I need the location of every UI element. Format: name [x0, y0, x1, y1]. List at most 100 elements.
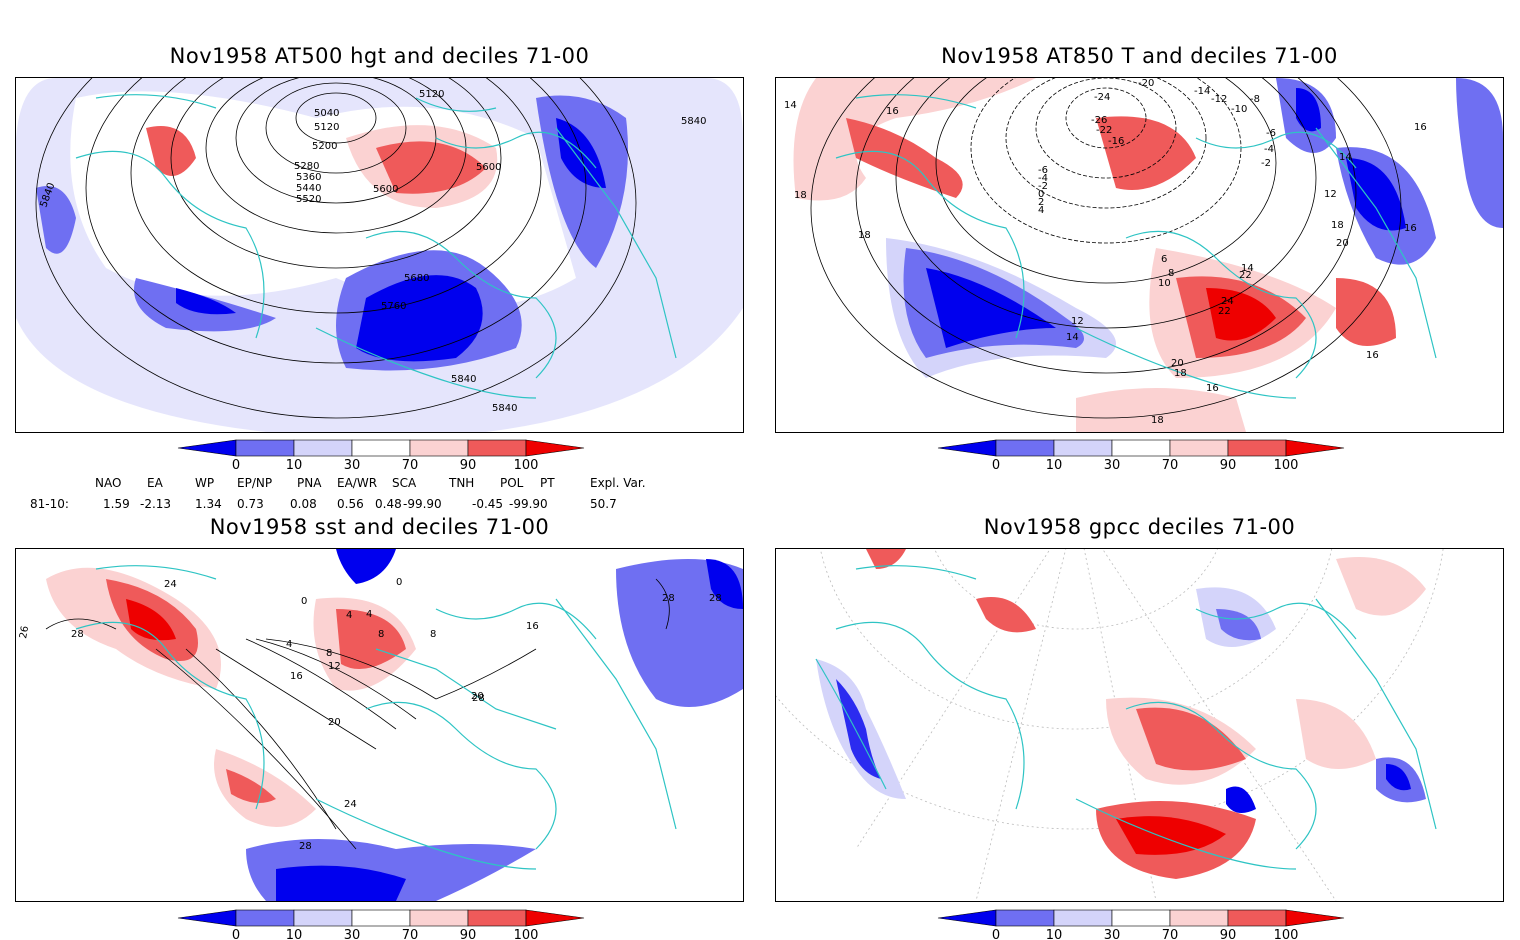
colorbar-arrow-low — [177, 439, 237, 457]
colorbar-swatch — [1111, 909, 1171, 927]
svg-text:-2: -2 — [1261, 158, 1271, 169]
panel-title-hgt500: Nov1958 AT500 hgt and deciles 71-00 — [169, 44, 590, 68]
indices-header-wp: WP — [195, 476, 215, 490]
colorbar-arrow-low — [937, 909, 997, 927]
colorbar-swatch — [1169, 439, 1229, 457]
colorbar-swatch — [1111, 439, 1171, 457]
svg-text:5600: 5600 — [373, 184, 398, 195]
contour-labels-hgt500: 5120 5040 5120 5200 5280 5360 5440 5520 … — [38, 89, 706, 414]
svg-text:5040: 5040 — [314, 108, 339, 119]
svg-text:22: 22 — [1239, 270, 1252, 281]
map-t850: 14 16 18 18 -24 -26 -22 -20 -16 -14 -12 … — [776, 78, 1503, 432]
contour-labels-t850: 14 16 18 18 -24 -26 -22 -20 -16 -14 -12 … — [784, 78, 1427, 426]
svg-text:24: 24 — [164, 579, 177, 590]
indices-value-sca: 0.48 — [375, 497, 402, 511]
svg-text:-8: -8 — [1250, 94, 1260, 105]
svg-text:14: 14 — [1339, 152, 1352, 163]
colorbar-sst: 0 10 30 70 90 100 — [177, 909, 585, 940]
svg-text:28: 28 — [472, 693, 485, 704]
svg-text:6: 6 — [1161, 254, 1167, 265]
svg-text:20: 20 — [1336, 238, 1349, 249]
panel-title-sst: Nov1958 sst and deciles 71-00 — [209, 515, 550, 539]
colorbar-swatch — [1169, 909, 1229, 927]
colorbar-hgt500: 0 10 30 70 90 100 — [177, 439, 585, 472]
svg-text:-14: -14 — [1194, 86, 1210, 97]
map-panel-gpcc — [775, 548, 1504, 902]
colorbar-swatch — [467, 909, 527, 927]
indices-value-expl-var: 50.7 — [590, 497, 617, 511]
colorbar-tick-label: 100 — [514, 458, 539, 472]
indices-header-sca: SCA — [392, 476, 417, 490]
colorbar-tick-label: 10 — [286, 928, 303, 940]
colorbar-swatch — [293, 909, 353, 927]
colorbar-arrow-high — [525, 439, 585, 457]
indices-value-wp: 1.34 — [195, 497, 222, 511]
colorbar-arrow-high — [525, 909, 585, 927]
colorbar-swatch — [235, 439, 295, 457]
svg-text:5840: 5840 — [451, 374, 476, 385]
colorbar-swatch — [1227, 909, 1287, 927]
svg-text:5120: 5120 — [419, 89, 444, 100]
colorbar-swatch — [995, 439, 1055, 457]
svg-text:16: 16 — [1414, 122, 1427, 133]
svg-text:12: 12 — [1071, 316, 1084, 327]
svg-text:5120: 5120 — [314, 122, 339, 133]
svg-text:-6: -6 — [1038, 165, 1048, 176]
svg-text:16: 16 — [886, 106, 899, 117]
colorbar-swatch — [1053, 909, 1113, 927]
indices-header-eawr: EA/WR — [337, 476, 378, 490]
colorbar-swatch — [235, 909, 295, 927]
svg-text:18: 18 — [794, 190, 807, 201]
indices-header-nao: NAO — [95, 476, 122, 490]
svg-text:4: 4 — [286, 639, 292, 650]
colorbar-gpcc: 0 10 30 70 90 100 — [937, 909, 1345, 940]
svg-text:24: 24 — [344, 799, 357, 810]
map-panel-t850: 14 16 18 18 -24 -26 -22 -20 -16 -14 -12 … — [775, 77, 1504, 433]
svg-text:5440: 5440 — [296, 183, 321, 194]
indices-value-pol: -0.45 — [472, 497, 504, 511]
svg-text:5840: 5840 — [681, 116, 706, 127]
colorbar-swatch — [409, 439, 469, 457]
colorbar-swatch — [351, 439, 411, 457]
colorbar-arrow-high — [1285, 439, 1345, 457]
svg-text:16: 16 — [526, 621, 539, 632]
colorbar-tick-label: 100 — [514, 928, 539, 940]
svg-text:-12: -12 — [1211, 94, 1227, 105]
svg-text:4: 4 — [1038, 205, 1044, 216]
colorbar-tick-label: 0 — [232, 928, 240, 940]
colorbar-arrow-high — [1285, 909, 1345, 927]
colorbar-swatch — [467, 439, 527, 457]
colorbar-t850: 0 10 30 70 90 100 — [937, 439, 1345, 472]
svg-text:-24: -24 — [1094, 92, 1110, 103]
colorbar-swatch — [995, 909, 1055, 927]
svg-text:-10: -10 — [1231, 104, 1247, 115]
svg-text:5280: 5280 — [294, 161, 319, 172]
svg-text:20: 20 — [328, 717, 341, 728]
colorbar-swatch — [293, 439, 353, 457]
svg-text:20: 20 — [471, 691, 484, 702]
svg-text:-2: -2 — [1038, 181, 1048, 192]
colorbar-swatch — [1227, 439, 1287, 457]
colorbar-swatch — [351, 909, 411, 927]
indices-value-nao: 1.59 — [103, 497, 130, 511]
svg-text:5600: 5600 — [476, 162, 501, 173]
colorbar-tick-label: 0 — [992, 928, 1000, 940]
svg-text:18: 18 — [858, 230, 871, 241]
colorbar-tick-label: 70 — [1162, 928, 1179, 940]
svg-text:14: 14 — [784, 100, 797, 111]
svg-text:16: 16 — [290, 671, 303, 682]
indices-header-pt: PT — [540, 476, 555, 490]
map-panel-sst: 24 26 28 0 0 4 4 8 8 12 16 20 24 28 28 2… — [15, 548, 744, 902]
colorbar-tick-label: 30 — [344, 928, 361, 940]
colorbar-swatch — [1053, 439, 1113, 457]
colorbar-tick-label: 30 — [1104, 928, 1121, 940]
colorbar-tick-label: 90 — [460, 458, 477, 472]
svg-text:0: 0 — [1038, 189, 1044, 200]
indices-header-epnp: EP/NP — [237, 476, 273, 490]
svg-text:-20: -20 — [1138, 78, 1154, 89]
indices-value-ea: -2.13 — [140, 497, 172, 511]
indices-header-ea: EA — [147, 476, 163, 490]
svg-text:18: 18 — [1151, 415, 1164, 426]
colorbar-tick-label: 100 — [1274, 458, 1299, 472]
colorbar-tick-label: 70 — [1162, 458, 1179, 472]
